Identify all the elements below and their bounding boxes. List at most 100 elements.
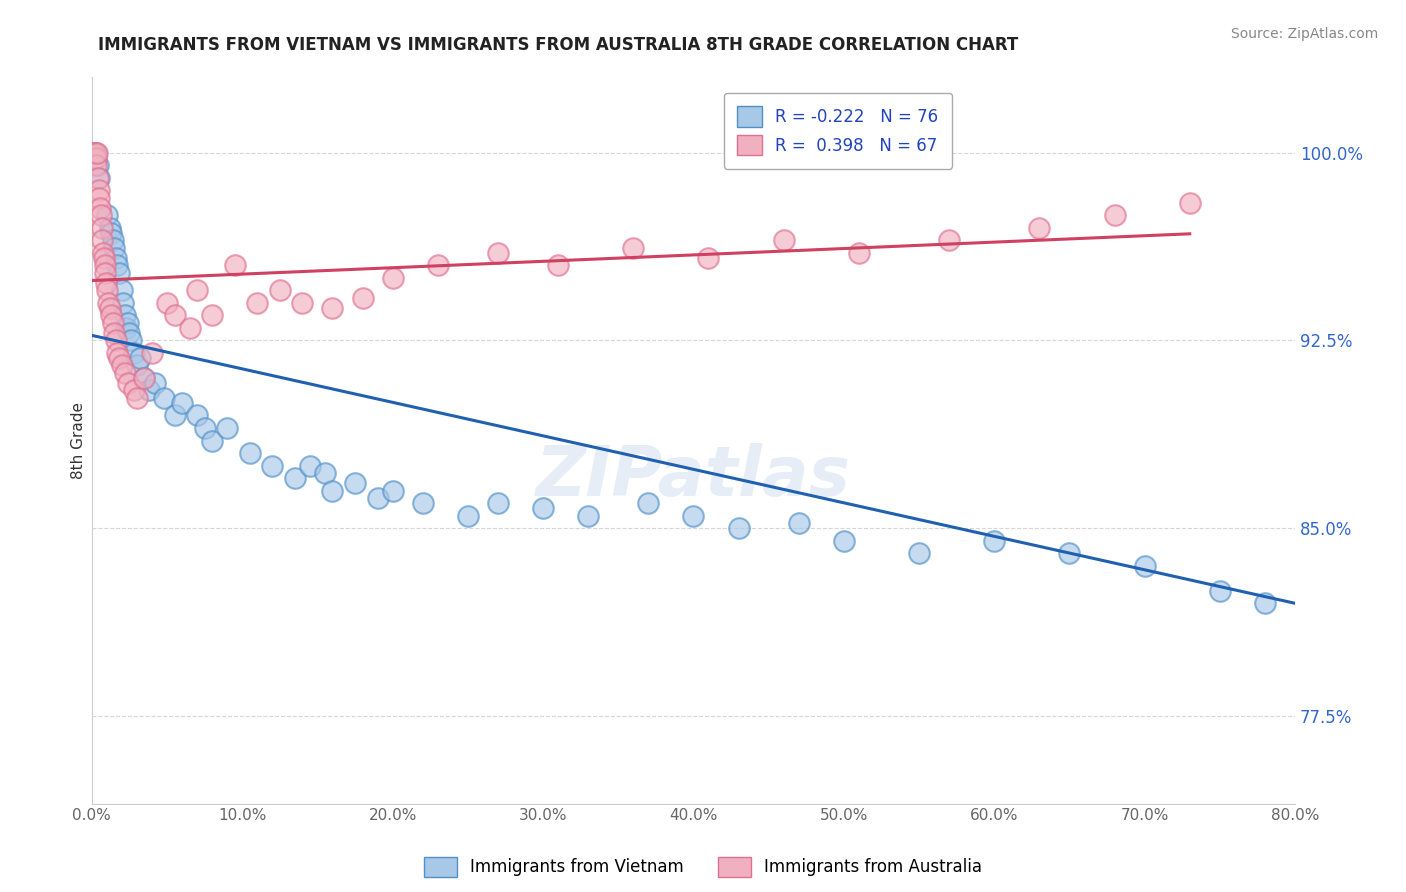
Point	[284, 471, 307, 485]
Point	[194, 421, 217, 435]
Point	[83, 145, 105, 160]
Point	[486, 496, 509, 510]
Point	[134, 371, 156, 385]
Point	[163, 409, 186, 423]
Point	[457, 508, 479, 523]
Point	[201, 434, 224, 448]
Y-axis label: 8th Grade: 8th Grade	[72, 402, 86, 479]
Text: Source: ZipAtlas.com: Source: ZipAtlas.com	[1230, 27, 1378, 41]
Point	[547, 258, 569, 272]
Point	[1133, 558, 1156, 573]
Point	[682, 508, 704, 523]
Point	[269, 283, 291, 297]
Point	[1059, 546, 1081, 560]
Point	[105, 346, 128, 360]
Point	[983, 533, 1005, 548]
Point	[201, 309, 224, 323]
Point	[134, 371, 156, 385]
Point	[91, 245, 114, 260]
Point	[787, 516, 810, 531]
Point	[352, 291, 374, 305]
Point	[122, 384, 145, 398]
Point	[89, 201, 111, 215]
Point	[103, 326, 125, 340]
Point	[381, 270, 404, 285]
Point	[129, 351, 152, 365]
Point	[1028, 220, 1050, 235]
Point	[117, 376, 139, 390]
Point	[89, 191, 111, 205]
Point	[96, 283, 118, 297]
Point	[86, 145, 108, 160]
Point	[125, 359, 148, 373]
Text: IMMIGRANTS FROM VIETNAM VS IMMIGRANTS FROM AUSTRALIA 8TH GRADE CORRELATION CHART: IMMIGRANTS FROM VIETNAM VS IMMIGRANTS FR…	[98, 36, 1019, 54]
Point	[637, 496, 659, 510]
Point	[314, 466, 336, 480]
Point	[104, 251, 127, 265]
Point	[94, 266, 117, 280]
Point	[111, 359, 134, 373]
Point	[848, 245, 870, 260]
Point	[412, 496, 434, 510]
Point	[832, 533, 855, 548]
Point	[621, 241, 644, 255]
Point	[381, 483, 404, 498]
Point	[343, 476, 366, 491]
Point	[108, 266, 131, 280]
Point	[141, 346, 163, 360]
Point	[120, 334, 142, 348]
Legend: Immigrants from Vietnam, Immigrants from Australia: Immigrants from Vietnam, Immigrants from…	[418, 850, 988, 884]
Point	[122, 346, 145, 360]
Point	[697, 251, 720, 265]
Point	[115, 321, 138, 335]
Point	[186, 409, 208, 423]
Point	[90, 208, 112, 222]
Point	[97, 295, 120, 310]
Point	[112, 295, 135, 310]
Point	[103, 241, 125, 255]
Text: ZIPatlas: ZIPatlas	[536, 443, 851, 510]
Point	[117, 316, 139, 330]
Point	[1254, 596, 1277, 610]
Point	[367, 491, 389, 505]
Point	[1178, 195, 1201, 210]
Point	[101, 233, 124, 247]
Point	[87, 158, 110, 172]
Point	[170, 396, 193, 410]
Point	[98, 220, 121, 235]
Point	[321, 301, 343, 315]
Point	[118, 326, 141, 340]
Point	[217, 421, 239, 435]
Point	[94, 276, 117, 290]
Point	[262, 458, 284, 473]
Point	[163, 309, 186, 323]
Point	[246, 295, 269, 310]
Point	[1104, 208, 1126, 222]
Point	[138, 384, 160, 398]
Point	[87, 170, 110, 185]
Point	[104, 334, 127, 348]
Point	[91, 233, 114, 247]
Point	[83, 145, 105, 160]
Point	[96, 208, 118, 222]
Point	[84, 151, 107, 165]
Point	[93, 251, 115, 265]
Point	[938, 233, 960, 247]
Point	[100, 226, 122, 240]
Point	[321, 483, 343, 498]
Point	[1209, 583, 1232, 598]
Point	[100, 309, 122, 323]
Point	[908, 546, 931, 560]
Point	[291, 295, 314, 310]
Point	[108, 351, 131, 365]
Point	[153, 391, 176, 405]
Point	[105, 258, 128, 272]
Point	[486, 245, 509, 260]
Point	[179, 321, 201, 335]
Point	[93, 258, 115, 272]
Point	[84, 158, 107, 172]
Point	[772, 233, 794, 247]
Point	[186, 283, 208, 297]
Point	[727, 521, 749, 535]
Point	[84, 145, 107, 160]
